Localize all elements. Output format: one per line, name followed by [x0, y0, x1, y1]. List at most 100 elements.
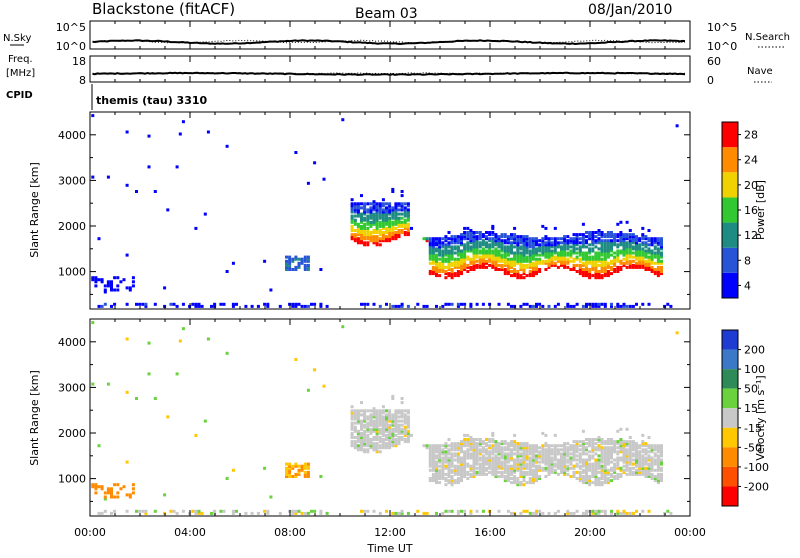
data-cell	[472, 253, 476, 257]
data-cell	[366, 450, 370, 454]
data-cell	[594, 274, 598, 278]
data-cell	[485, 261, 488, 265]
data-cell	[456, 460, 460, 464]
data-cell	[622, 235, 626, 239]
data-cell	[366, 509, 370, 513]
data-cell	[572, 247, 576, 251]
data-cell	[453, 464, 457, 468]
data-cell	[563, 472, 567, 476]
data-cell	[391, 214, 395, 218]
data-cell	[544, 241, 548, 245]
colorbar-tick-label: 100	[744, 363, 765, 376]
data-cell	[300, 468, 304, 472]
data-cell	[403, 210, 407, 214]
data-cell	[181, 120, 185, 124]
data-cell	[510, 261, 513, 265]
data-cell	[581, 263, 585, 267]
data-cell	[613, 442, 617, 446]
data-cell	[356, 226, 360, 230]
data-cell	[360, 509, 363, 513]
data-cell	[366, 235, 370, 239]
data-cell	[481, 261, 485, 265]
data-cell	[438, 263, 442, 267]
data-cell	[175, 304, 179, 308]
data-cell	[606, 274, 610, 278]
data-cell	[566, 257, 570, 261]
data-cell	[510, 259, 513, 263]
data-cell	[619, 466, 623, 470]
data-cell	[131, 276, 135, 280]
data-cell	[453, 481, 457, 485]
data-cell	[594, 241, 598, 245]
data-cell	[435, 454, 438, 458]
data-cell	[666, 509, 670, 513]
data-cell	[403, 208, 407, 212]
data-cell	[125, 493, 129, 497]
data-cell	[397, 216, 401, 220]
data-cell	[388, 216, 392, 220]
data-cell	[622, 456, 626, 460]
data-cell	[463, 458, 467, 462]
data-cell	[653, 452, 657, 456]
data-cell	[563, 442, 567, 446]
data-cell	[619, 472, 623, 476]
data-cell	[600, 270, 604, 273]
data-cell	[631, 472, 635, 476]
data-cell	[560, 241, 563, 245]
data-cell	[600, 253, 604, 257]
data-cell	[553, 243, 557, 247]
data-cell	[285, 263, 288, 267]
data-cell	[535, 450, 538, 454]
data-cell	[519, 241, 523, 245]
data-cell	[481, 470, 485, 474]
y-tick-label: 1000	[58, 473, 86, 486]
data-cell	[391, 187, 395, 191]
data-cell	[556, 464, 560, 468]
data-cell	[631, 247, 635, 251]
data-cell	[588, 249, 592, 253]
data-cell	[385, 222, 388, 226]
data-cell	[522, 243, 526, 247]
data-cell	[653, 477, 657, 480]
data-cell	[575, 448, 579, 452]
data-cell	[444, 456, 448, 460]
data-cell	[138, 302, 142, 306]
data-cell	[375, 415, 379, 419]
data-cell	[510, 247, 513, 251]
data-cell	[356, 417, 360, 421]
data-cell	[444, 452, 448, 456]
time-axis-labels: 00:00 04:00 08:00 12:00 16:00 20:00 00:00	[74, 526, 706, 539]
data-cell	[469, 440, 473, 444]
data-cell	[644, 472, 648, 476]
data-cell	[435, 479, 438, 483]
data-cell	[388, 423, 392, 427]
data-cell	[613, 239, 617, 243]
data-cell	[522, 270, 526, 273]
y-tick-label: 2000	[58, 427, 86, 440]
data-cell	[650, 472, 654, 476]
data-cell	[644, 268, 648, 271]
data-cell	[303, 511, 307, 515]
data-cell	[366, 231, 370, 234]
data-cell	[516, 245, 520, 249]
data-cell	[575, 237, 579, 241]
data-cell	[535, 454, 538, 458]
data-cell	[350, 206, 354, 210]
data-cell	[603, 440, 607, 444]
data-cell	[428, 247, 432, 251]
data-cell	[653, 255, 657, 259]
data-cell	[478, 458, 482, 462]
data-cell	[638, 468, 642, 472]
data-cell	[575, 454, 579, 458]
data-cell	[381, 431, 385, 435]
data-cell	[456, 265, 460, 269]
data-cell	[544, 462, 548, 466]
data-cell	[466, 249, 470, 253]
data-cell	[472, 462, 476, 466]
data-cell	[360, 421, 363, 425]
data-cell	[650, 251, 654, 255]
data-cell	[400, 202, 404, 206]
data-cell	[431, 253, 435, 257]
data-cell	[435, 268, 438, 271]
data-cell	[625, 233, 629, 237]
